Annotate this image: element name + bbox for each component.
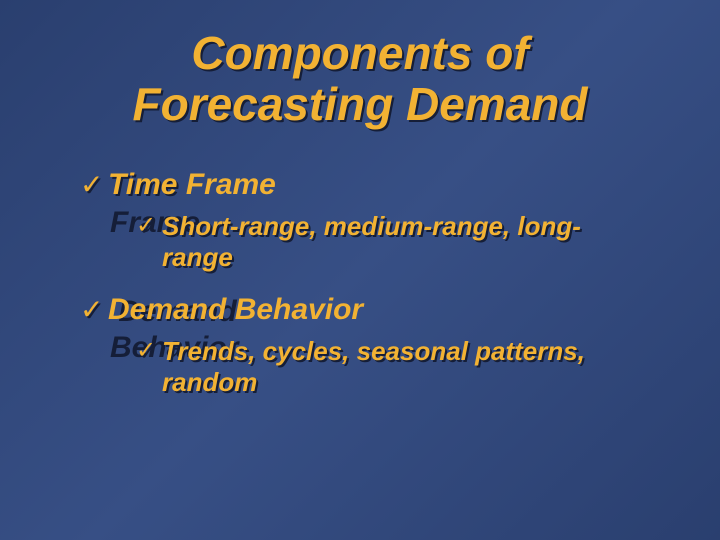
- list-item: ✓ ✓ Short-range, medium-range, long-rang…: [136, 211, 600, 273]
- item-label: Demand Behavior Demand Behavior: [108, 292, 363, 328]
- title-line-1: Components of: [191, 27, 528, 79]
- slide: Components of Forecasting Demand Compone…: [0, 0, 720, 540]
- list-item: ✓ ✓ Demand Behavior Demand Behavior: [80, 292, 660, 328]
- slide-title: Components of Forecasting Demand Compone…: [60, 28, 660, 129]
- checkmark-icon: ✓ ✓: [80, 171, 108, 199]
- list-item: ✓ ✓ Time Frame Time Frame: [80, 167, 660, 203]
- checkmark-icon: ✓ ✓: [80, 296, 108, 324]
- checkmark-icon: ✓ ✓: [136, 214, 162, 238]
- item-label: Time Frame Time Frame: [108, 167, 276, 203]
- sub-item-label: Short-range, medium-range, long-range Sh…: [162, 211, 600, 273]
- sub-item-label: Trends, cycles, seasonal patterns, rando…: [162, 336, 600, 398]
- list-item: ✓ ✓ Trends, cycles, seasonal patterns, r…: [136, 336, 600, 398]
- title-line-2: Forecasting Demand: [133, 78, 588, 130]
- checkmark-icon: ✓ ✓: [136, 339, 162, 363]
